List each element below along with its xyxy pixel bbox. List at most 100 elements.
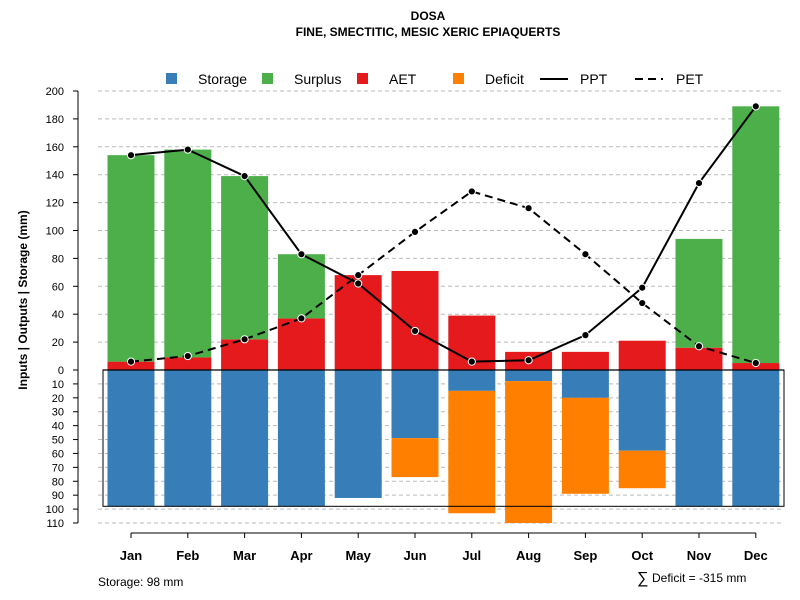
storage-bar-dec xyxy=(732,370,780,507)
y-tick-label-upper: 160 xyxy=(46,142,64,154)
y-tick-label-lower: 100 xyxy=(46,504,64,516)
deficit-bar-aug xyxy=(505,381,553,523)
y-tick-label-lower: 90 xyxy=(52,490,64,502)
storage-bar-mar xyxy=(221,370,269,507)
storage-bar-oct xyxy=(618,370,666,451)
x-tick-label-feb: Feb xyxy=(176,548,199,563)
bar-layer xyxy=(107,106,780,523)
x-tick-label-oct: Oct xyxy=(631,548,653,563)
y-tick-label-upper: 180 xyxy=(46,114,64,126)
surplus-bar-feb xyxy=(164,149,212,358)
pet-point-oct xyxy=(638,298,647,308)
line-layer xyxy=(102,102,785,507)
deficit-bar-sep xyxy=(561,397,609,494)
storage-bar-jan xyxy=(107,370,155,507)
ppt-point-apr xyxy=(297,250,306,259)
ppt-point-nov xyxy=(694,178,704,188)
y-tick-label-upper: 100 xyxy=(46,226,64,238)
storage-capacity-outline xyxy=(102,369,785,507)
ppt-point-jan xyxy=(126,151,136,160)
x-tick-label-dec: Dec xyxy=(744,548,768,563)
aet-bar-oct xyxy=(618,340,666,370)
aet-bar-mar xyxy=(221,339,269,370)
y-tick-label-lower: 40 xyxy=(52,421,64,433)
grid-layer xyxy=(98,90,784,524)
x-tick-label-may: May xyxy=(346,548,372,563)
ppt-line xyxy=(130,105,757,363)
pet-point-aug xyxy=(524,204,533,213)
y-tick-label-lower: 70 xyxy=(52,462,64,474)
y-tick-label-lower: 30 xyxy=(52,407,64,419)
y-tick-label-upper: 0 xyxy=(58,365,64,377)
x-tick-label-mar: Mar xyxy=(233,548,256,563)
y-tick-label-lower: 20 xyxy=(52,393,64,405)
storage-bar-feb xyxy=(164,370,212,507)
chart-title: DOSA xyxy=(411,9,446,23)
legend-swatch-aet xyxy=(357,73,368,84)
y-tick-label-upper: 80 xyxy=(52,253,64,265)
ppt-point-sep xyxy=(581,331,590,340)
pet-point-mar xyxy=(240,335,249,344)
surplus-bar-dec xyxy=(732,106,780,364)
legend-swatch-deficit xyxy=(453,73,464,84)
ppt-point-jul xyxy=(467,357,476,366)
storage-bar-may xyxy=(334,370,382,498)
aet-bar-jan xyxy=(107,361,155,370)
surplus-bar-mar xyxy=(221,176,269,340)
deficit-bar-jun xyxy=(391,438,439,478)
y-tick-label-lower: 10 xyxy=(52,379,64,391)
y-tick-label-upper: 140 xyxy=(46,170,64,182)
storage-bar-jun xyxy=(391,370,439,439)
aet-bar-feb xyxy=(164,357,212,370)
pet-point-may xyxy=(354,271,363,280)
y-tick-label-lower: 60 xyxy=(52,448,64,460)
ppt-point-may xyxy=(354,279,363,288)
ppt-point-dec xyxy=(751,102,760,111)
legend-label-deficit: Deficit xyxy=(485,71,524,87)
pet-line xyxy=(130,190,757,364)
y-tick-label-upper: 200 xyxy=(46,86,64,98)
legend-label-storage: Storage xyxy=(198,71,247,87)
x-tick-label-jan: Jan xyxy=(120,548,142,563)
aet-bar-apr xyxy=(277,318,325,370)
storage-bar-sep xyxy=(561,370,609,398)
deficit-sum-symbol: ∑ xyxy=(637,570,648,587)
legend-swatch-surplus xyxy=(262,73,273,84)
y-tick-label-upper: 40 xyxy=(52,309,64,321)
x-tick-label-sep: Sep xyxy=(573,548,597,563)
x-tick-label-jul: Jul xyxy=(462,548,481,563)
pet-point-feb xyxy=(183,351,192,361)
legend-label-pet: PET xyxy=(676,71,704,87)
deficit-bar-jul xyxy=(448,390,496,514)
pet-point-jan xyxy=(126,357,136,366)
y-tick-label-lower: 110 xyxy=(46,518,64,530)
legend-label-aet: AET xyxy=(389,71,417,87)
y-tick-label-lower: 80 xyxy=(52,476,64,488)
axis-layer: 0204060801001201401601802001020304050607… xyxy=(46,86,768,563)
x-tick-label-jun: Jun xyxy=(403,548,426,563)
y-tick-label-upper: 20 xyxy=(52,337,64,349)
legend: Storage Surplus AET Deficit PPT PET xyxy=(166,71,704,87)
legend-swatch-storage xyxy=(166,73,177,84)
aet-bar-sep xyxy=(561,351,609,370)
surplus-bar-apr xyxy=(277,254,325,319)
ppt-point-oct xyxy=(638,283,647,292)
pet-point-dec xyxy=(751,358,760,368)
pet-point-jun xyxy=(410,227,420,236)
pet-point-nov xyxy=(694,342,704,351)
storage-footer: Storage: 98 mm xyxy=(98,575,183,589)
y-tick-label-upper: 60 xyxy=(52,281,64,293)
pet-point-sep xyxy=(581,250,590,259)
storage-bar-aug xyxy=(505,370,553,382)
x-tick-label-apr: Apr xyxy=(290,548,312,563)
surplus-bar-nov xyxy=(675,238,723,348)
aet-bar-nov xyxy=(675,347,723,370)
ppt-point-jun xyxy=(410,326,420,336)
aet-bar-may xyxy=(334,275,382,370)
ppt-point-mar xyxy=(240,171,249,181)
legend-label-surplus: Surplus xyxy=(294,71,341,87)
storage-bar-apr xyxy=(277,370,325,507)
chart-subtitle: FINE, SMECTITIC, MESIC XERIC EPIAQUERTS xyxy=(296,25,561,39)
y-tick-label-lower: 50 xyxy=(52,435,64,447)
